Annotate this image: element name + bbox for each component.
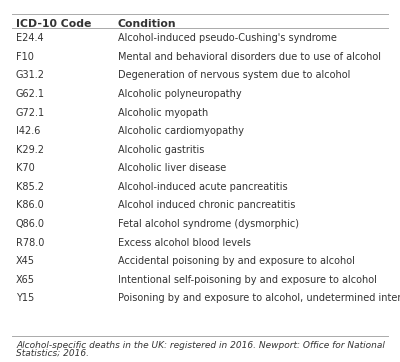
Text: X45: X45 bbox=[16, 256, 35, 266]
Text: Mental and behavioral disorders due to use of alcohol: Mental and behavioral disorders due to u… bbox=[118, 52, 381, 62]
Text: Statistics; 2016.: Statistics; 2016. bbox=[16, 348, 89, 357]
Text: Q86.0: Q86.0 bbox=[16, 219, 45, 229]
Text: Alcoholic cardiomyopathy: Alcoholic cardiomyopathy bbox=[118, 126, 244, 136]
Text: K85.2: K85.2 bbox=[16, 182, 44, 192]
Text: Alcoholic polyneuropathy: Alcoholic polyneuropathy bbox=[118, 89, 242, 99]
Text: Alcoholic myopath: Alcoholic myopath bbox=[118, 108, 208, 118]
Text: Alcoholic liver disease: Alcoholic liver disease bbox=[118, 163, 226, 173]
Text: X65: X65 bbox=[16, 275, 35, 285]
Text: G72.1: G72.1 bbox=[16, 108, 45, 118]
Text: R78.0: R78.0 bbox=[16, 237, 44, 248]
Text: K70: K70 bbox=[16, 163, 35, 173]
Text: F10: F10 bbox=[16, 52, 34, 62]
Text: G62.1: G62.1 bbox=[16, 89, 45, 99]
Text: Accidental poisoning by and exposure to alcohol: Accidental poisoning by and exposure to … bbox=[118, 256, 355, 266]
Text: E24.4: E24.4 bbox=[16, 33, 44, 43]
Text: G31.2: G31.2 bbox=[16, 71, 45, 80]
Text: K29.2: K29.2 bbox=[16, 145, 44, 155]
Text: Condition: Condition bbox=[118, 19, 177, 29]
Text: Excess alcohol blood levels: Excess alcohol blood levels bbox=[118, 237, 251, 248]
Text: I42.6: I42.6 bbox=[16, 126, 40, 136]
Text: Alcohol-specific deaths in the UK: registered in 2016. Newport: Office for Natio: Alcohol-specific deaths in the UK: regis… bbox=[16, 341, 385, 350]
Text: Alcohol-induced pseudo-Cushing's syndrome: Alcohol-induced pseudo-Cushing's syndrom… bbox=[118, 33, 337, 43]
Text: Degeneration of nervous system due to alcohol: Degeneration of nervous system due to al… bbox=[118, 71, 350, 80]
Text: ICD-10 Code: ICD-10 Code bbox=[16, 19, 91, 29]
Text: Intentional self-poisoning by and exposure to alcohol: Intentional self-poisoning by and exposu… bbox=[118, 275, 377, 285]
Text: Poisoning by and exposure to alcohol, undetermined intent: Poisoning by and exposure to alcohol, un… bbox=[118, 293, 400, 303]
Text: Y15: Y15 bbox=[16, 293, 34, 303]
Text: Alcoholic gastritis: Alcoholic gastritis bbox=[118, 145, 204, 155]
Text: K86.0: K86.0 bbox=[16, 201, 44, 210]
Text: Alcohol induced chronic pancreatitis: Alcohol induced chronic pancreatitis bbox=[118, 201, 295, 210]
Text: Alcohol-induced acute pancreatitis: Alcohol-induced acute pancreatitis bbox=[118, 182, 288, 192]
Text: Fetal alcohol syndrome (dysmorphic): Fetal alcohol syndrome (dysmorphic) bbox=[118, 219, 299, 229]
